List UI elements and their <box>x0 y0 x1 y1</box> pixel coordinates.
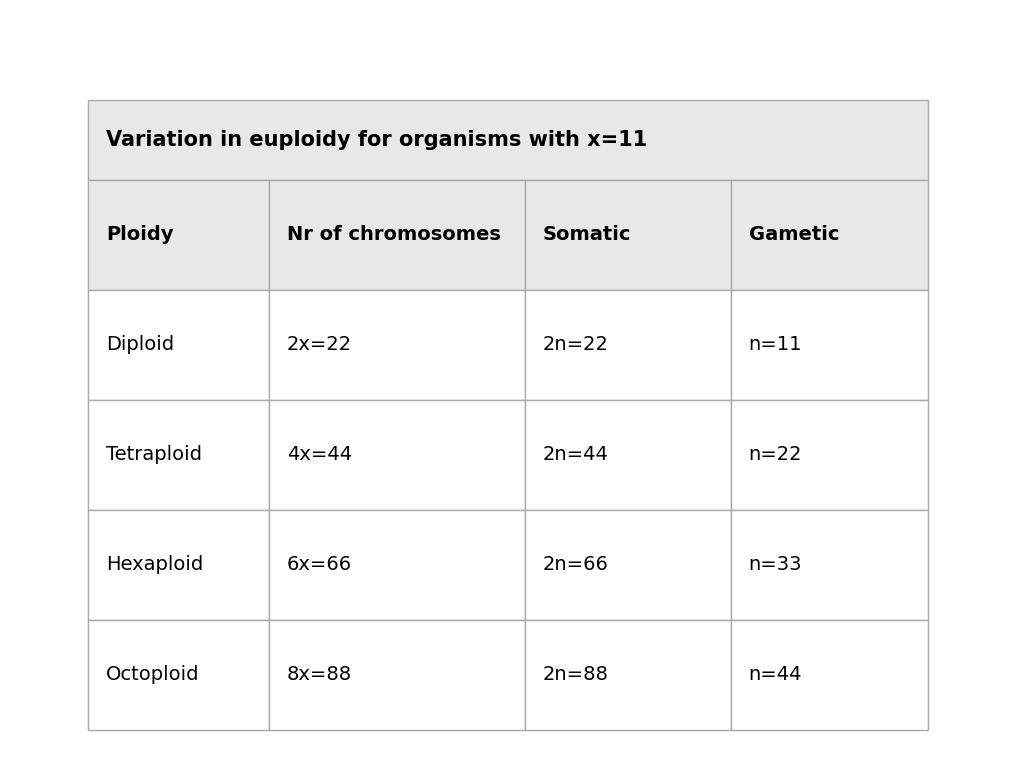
Bar <box>524 180 730 290</box>
Text: Variation in euploidy for organisms with x=11: Variation in euploidy for organisms with… <box>106 130 647 150</box>
Text: Ploidy: Ploidy <box>106 226 173 244</box>
Bar <box>88 290 268 400</box>
Text: 6x=66: 6x=66 <box>287 555 351 574</box>
Text: Somatic: Somatic <box>543 226 632 244</box>
Bar <box>88 100 928 180</box>
Bar <box>730 180 928 290</box>
Bar <box>268 400 524 510</box>
Bar <box>730 620 928 730</box>
Text: 2n=88: 2n=88 <box>543 666 608 684</box>
Text: Octoploid: Octoploid <box>106 666 200 684</box>
Text: Nr of chromosomes: Nr of chromosomes <box>287 226 501 244</box>
Text: 2x=22: 2x=22 <box>287 336 351 355</box>
Bar <box>88 400 268 510</box>
Bar <box>268 180 524 290</box>
Bar <box>268 510 524 620</box>
Text: n=33: n=33 <box>749 555 802 574</box>
Text: 4x=44: 4x=44 <box>287 445 351 465</box>
Text: n=11: n=11 <box>749 336 802 355</box>
Text: Diploid: Diploid <box>106 336 174 355</box>
Text: n=44: n=44 <box>749 666 802 684</box>
Bar <box>88 510 268 620</box>
Bar <box>524 290 730 400</box>
Text: 8x=88: 8x=88 <box>287 666 351 684</box>
Text: Gametic: Gametic <box>749 226 839 244</box>
Bar <box>524 510 730 620</box>
Bar <box>730 290 928 400</box>
Bar <box>730 400 928 510</box>
Text: Tetraploid: Tetraploid <box>106 445 202 465</box>
Text: n=22: n=22 <box>749 445 802 465</box>
Bar <box>268 620 524 730</box>
Bar <box>730 510 928 620</box>
Text: Hexaploid: Hexaploid <box>106 555 203 574</box>
Bar <box>268 290 524 400</box>
Text: 2n=66: 2n=66 <box>543 555 608 574</box>
Bar <box>524 400 730 510</box>
Bar <box>524 620 730 730</box>
Text: 2n=22: 2n=22 <box>543 336 608 355</box>
Bar <box>88 620 268 730</box>
Bar <box>88 180 268 290</box>
Text: 2n=44: 2n=44 <box>543 445 608 465</box>
